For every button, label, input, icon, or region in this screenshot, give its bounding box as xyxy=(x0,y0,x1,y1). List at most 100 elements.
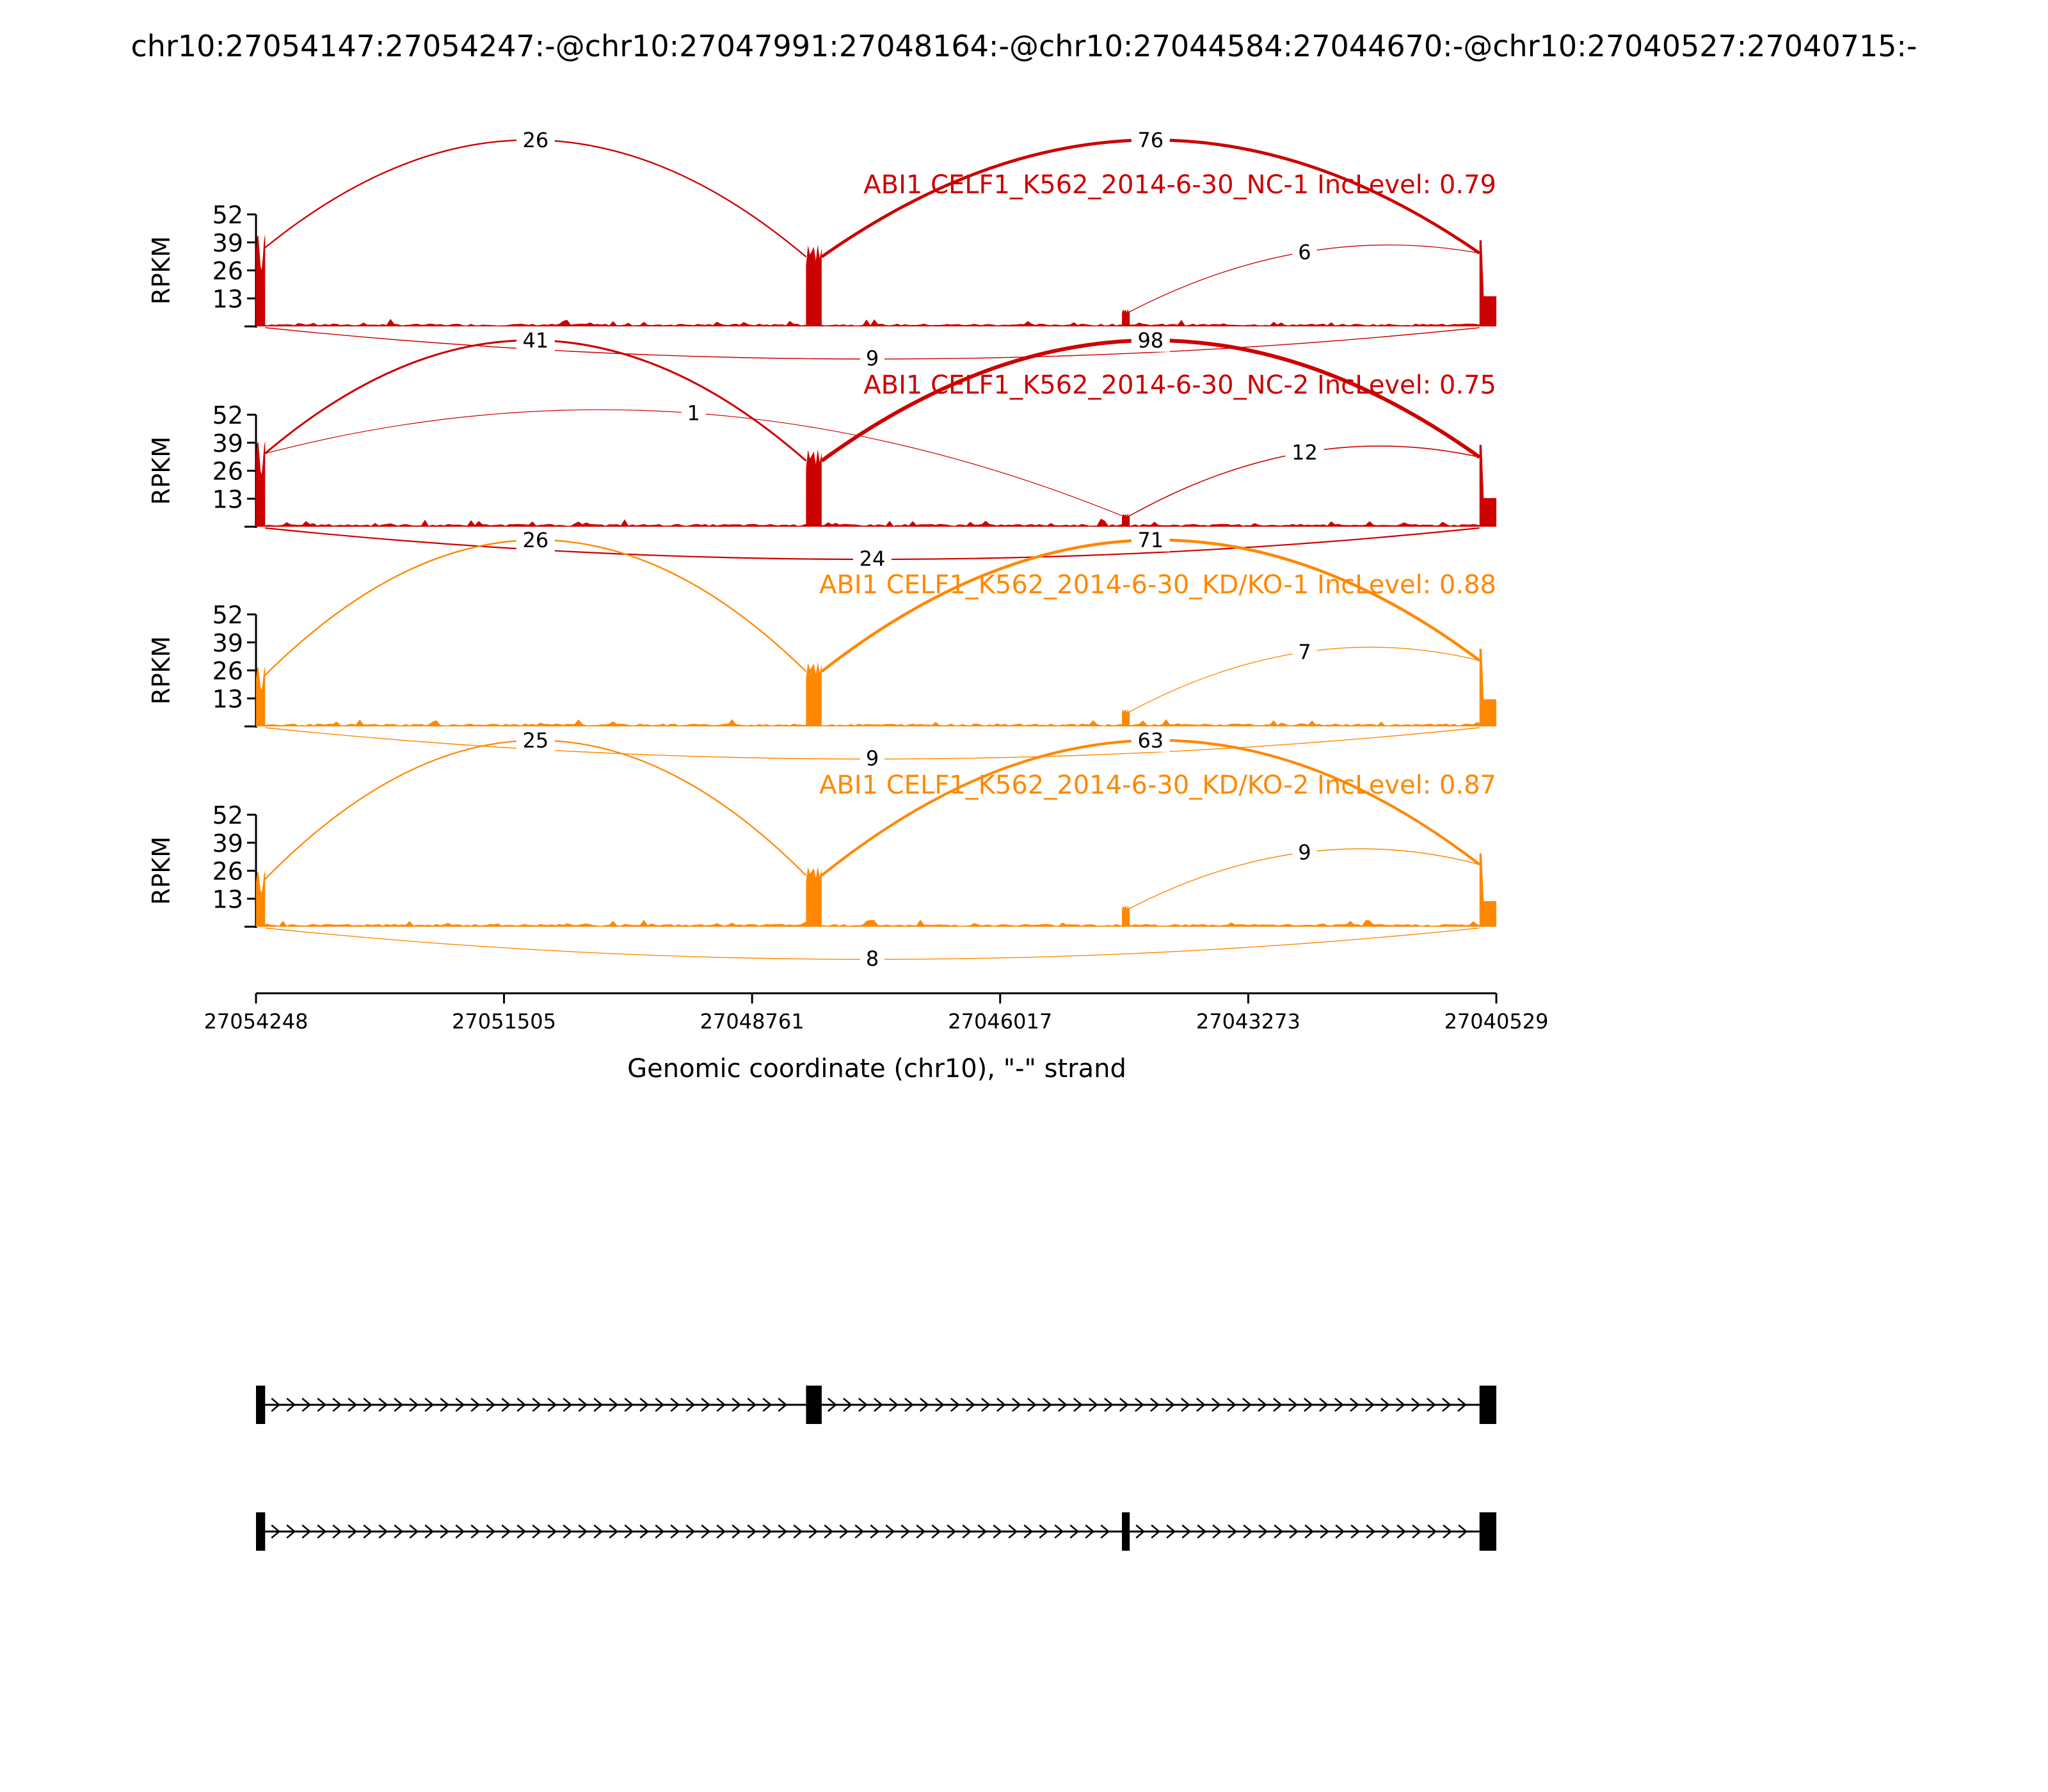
strand-arrow xyxy=(762,1398,772,1412)
y-axis-label: RPKM xyxy=(147,636,175,705)
strand-arrow xyxy=(440,1524,450,1539)
strand-arrow xyxy=(1089,1398,1098,1412)
junction-label-bg xyxy=(1292,239,1317,264)
strand-arrow xyxy=(1073,1398,1083,1412)
strand-arrow xyxy=(900,1524,911,1539)
strand-arrow xyxy=(1054,1524,1064,1539)
junction-count: 9 xyxy=(866,746,879,771)
strand-arrow xyxy=(762,1524,772,1539)
exon-block xyxy=(1479,1512,1496,1551)
y-tick-label: 13 xyxy=(212,285,243,313)
junction-label-bg xyxy=(1131,527,1170,552)
strand-arrow xyxy=(1350,1524,1361,1539)
x-tick-label: 27048761 xyxy=(700,1009,804,1034)
x-tick-label: 27040529 xyxy=(1444,1009,1549,1034)
exon-coverage xyxy=(256,666,266,726)
strand-arrow xyxy=(947,1524,957,1539)
exon-coverage xyxy=(1122,513,1130,527)
junction-label-bg xyxy=(516,127,555,152)
strand-arrow xyxy=(1350,1398,1359,1412)
strand-arrow xyxy=(1396,1398,1405,1412)
y-tick-label: 13 xyxy=(212,885,243,913)
strand-arrow xyxy=(874,1398,883,1412)
strand-arrow xyxy=(455,1524,465,1539)
junction-arc xyxy=(820,739,1480,877)
strand-arrow xyxy=(547,1524,557,1539)
junction-count: 76 xyxy=(1137,128,1164,152)
strand-arrow xyxy=(732,1398,742,1412)
strand-arrow xyxy=(1242,1398,1252,1412)
strand-arrow xyxy=(501,1398,511,1412)
track-label: ABI1 CELF1_K562_2014-6-30_NC-2 IncLevel:… xyxy=(863,371,1496,400)
chart-title: chr10:27054147:27054247:-@chr10:27047991… xyxy=(131,29,1917,63)
y-tick-label: 52 xyxy=(212,601,243,629)
strand-arrow xyxy=(1043,1398,1052,1412)
strand-arrow xyxy=(935,1398,945,1412)
strand-arrow xyxy=(1289,1524,1299,1539)
exon-coverage xyxy=(256,234,266,326)
strand-arrow xyxy=(655,1524,665,1539)
strand-arrow xyxy=(394,1398,404,1412)
junction-label-bg xyxy=(860,746,884,770)
x-tick-label: 27051505 xyxy=(452,1009,556,1034)
strand-arrow xyxy=(286,1398,296,1412)
strand-arrow xyxy=(1165,1398,1175,1412)
strand-arrow xyxy=(778,1398,788,1412)
strand-arrow xyxy=(1458,1524,1468,1539)
y-axis-label: RPKM xyxy=(147,836,175,905)
junction-count: 41 xyxy=(522,328,548,353)
y-tick-label: 52 xyxy=(212,801,243,829)
junction-count: 71 xyxy=(1137,528,1164,552)
strand-arrow xyxy=(1104,1398,1114,1412)
strand-arrow xyxy=(1365,1398,1375,1412)
junction-count: 26 xyxy=(522,128,548,152)
strand-arrow xyxy=(532,1398,542,1412)
junction-label-bg xyxy=(852,546,892,570)
strand-arrow xyxy=(1258,1398,1267,1412)
junction-label-bg xyxy=(516,727,555,752)
strand-arrow xyxy=(996,1398,1006,1412)
junction-count: 98 xyxy=(1137,328,1164,353)
exon-coverage xyxy=(1479,240,1496,326)
strand-arrow xyxy=(563,1398,573,1412)
junction-arc xyxy=(264,539,807,676)
strand-arrow xyxy=(301,1398,312,1412)
y-tick-label: 26 xyxy=(212,657,243,685)
exon-coverage xyxy=(1479,445,1496,527)
strand-arrow xyxy=(470,1524,481,1539)
strand-arrow xyxy=(701,1398,711,1412)
strand-arrow xyxy=(1012,1398,1021,1412)
strand-arrow xyxy=(950,1398,960,1412)
strand-arrow xyxy=(470,1398,481,1412)
track-label: ABI1 CELF1_K562_2014-6-30_NC-1 IncLevel:… xyxy=(863,170,1496,200)
strand-arrow xyxy=(977,1524,988,1539)
strand-arrow xyxy=(317,1524,327,1539)
junction-count: 7 xyxy=(1298,640,1311,664)
junction-count: 12 xyxy=(1292,440,1318,465)
junction-label-bg xyxy=(860,346,884,370)
exon-coverage xyxy=(806,662,822,726)
strand-arrow xyxy=(516,1398,527,1412)
isoform-model xyxy=(256,1512,1496,1551)
strand-arrow xyxy=(701,1524,711,1539)
strand-arrow xyxy=(1243,1524,1253,1539)
junction-count: 26 xyxy=(522,528,548,552)
junction-arc xyxy=(264,739,807,880)
strand-arrow xyxy=(1150,1398,1160,1412)
strand-arrow xyxy=(578,1524,588,1539)
junction-label-bg xyxy=(1292,639,1317,664)
track-label: ABI1 CELF1_K562_2014-6-30_KD/KO-2 IncLev… xyxy=(819,771,1496,800)
exon-coverage xyxy=(1479,648,1496,726)
strand-arrow xyxy=(1258,1524,1268,1539)
strand-arrow xyxy=(920,1398,929,1412)
strand-arrow xyxy=(778,1524,788,1539)
junction-label-bg xyxy=(681,400,706,425)
strand-arrow xyxy=(1212,1524,1222,1539)
y-tick-label: 13 xyxy=(212,685,243,713)
strand-arrow xyxy=(332,1524,342,1539)
strand-arrow xyxy=(317,1398,327,1412)
strand-arrow xyxy=(516,1524,527,1539)
